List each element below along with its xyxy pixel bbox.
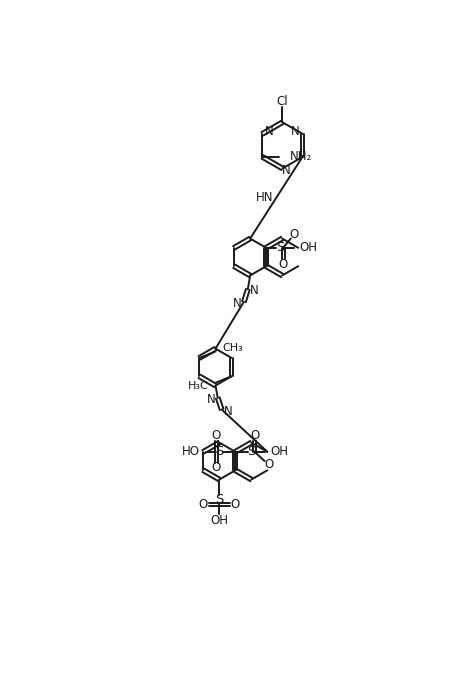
Text: N: N xyxy=(250,284,258,297)
Text: S: S xyxy=(215,493,223,506)
Text: HO: HO xyxy=(181,445,199,459)
Text: NH₂: NH₂ xyxy=(289,150,311,163)
Text: O: O xyxy=(249,429,258,442)
Text: OH: OH xyxy=(210,514,228,527)
Text: N: N xyxy=(206,393,215,406)
Text: N: N xyxy=(232,297,241,310)
Text: N: N xyxy=(281,164,290,177)
Text: S: S xyxy=(247,445,255,459)
Text: OH: OH xyxy=(270,445,288,459)
Text: O: O xyxy=(230,498,239,511)
Text: O: O xyxy=(211,461,220,475)
Text: H₃C: H₃C xyxy=(187,381,208,392)
Text: Cl: Cl xyxy=(276,95,288,108)
Text: N: N xyxy=(290,125,299,138)
Text: O: O xyxy=(211,429,220,442)
Text: O: O xyxy=(264,459,273,471)
Text: S: S xyxy=(215,445,223,459)
Text: O: O xyxy=(289,228,298,242)
Text: N: N xyxy=(224,405,232,417)
Text: O: O xyxy=(198,498,207,511)
Text: N: N xyxy=(264,125,273,138)
Text: S: S xyxy=(275,242,284,254)
Text: O: O xyxy=(278,258,287,272)
Text: HN: HN xyxy=(255,191,273,205)
Text: OH: OH xyxy=(299,242,317,254)
Text: CH₃: CH₃ xyxy=(222,343,243,353)
